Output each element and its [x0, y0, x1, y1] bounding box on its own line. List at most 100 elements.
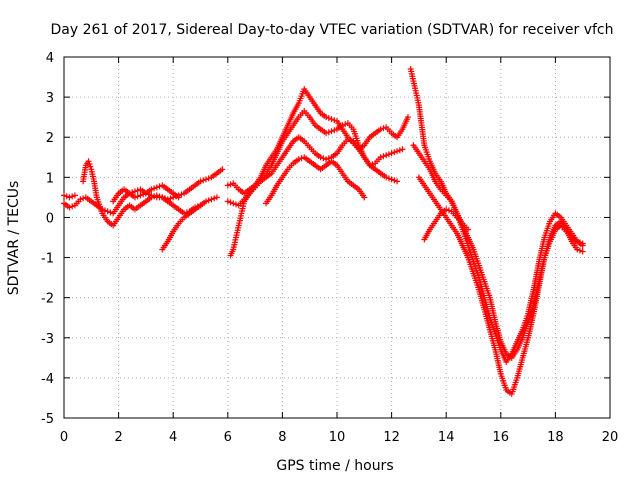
- data-point-marker: [399, 146, 406, 153]
- data-point-marker: [77, 196, 84, 203]
- y-axis-label: SDTVAR / TECUs: [6, 181, 22, 296]
- data-point-marker: [167, 195, 174, 202]
- data-point-marker: [445, 207, 452, 214]
- data-point-marker: [328, 128, 335, 135]
- data-point-marker: [224, 198, 231, 205]
- data-point-marker: [404, 114, 411, 121]
- data-point-marker: [224, 182, 231, 189]
- y-tick-label: 4: [46, 51, 54, 66]
- data-point-marker: [151, 193, 158, 200]
- x-axis-label: GPS time / hours: [276, 458, 393, 474]
- series-track-5: [110, 182, 182, 205]
- y-tick-label: -4: [41, 372, 54, 387]
- data-point-marker: [202, 198, 209, 205]
- data-point-marker: [137, 192, 144, 199]
- data-point-marker: [394, 178, 401, 185]
- y-tick-label: 0: [46, 211, 54, 226]
- x-tick-label: 20: [602, 430, 619, 445]
- data-point-marker: [342, 121, 349, 128]
- x-tick-label: 2: [114, 430, 122, 445]
- data-point-marker: [86, 160, 93, 167]
- data-point-marker: [227, 199, 234, 206]
- y-tick-label: 1: [46, 171, 54, 186]
- data-point-marker: [394, 148, 401, 155]
- data-point-marker: [325, 115, 332, 122]
- data-point-marker: [66, 194, 73, 201]
- data-point-marker: [66, 204, 73, 211]
- data-point-marker: [61, 192, 67, 199]
- data-point-marker: [175, 194, 182, 201]
- series-track-11: [410, 142, 586, 365]
- data-point-marker: [87, 163, 94, 170]
- data-point-marker: [232, 201, 239, 208]
- data-point-marker: [213, 194, 220, 201]
- data-point-marker: [443, 206, 450, 213]
- x-tick-label: 18: [547, 430, 564, 445]
- y-tick-label: 2: [46, 131, 54, 146]
- data-point-marker: [71, 192, 78, 199]
- x-tick-label: 14: [438, 430, 455, 445]
- data-point-marker: [317, 154, 324, 161]
- data-point-marker: [219, 166, 226, 173]
- data-point-marker: [339, 122, 346, 129]
- data-point-marker: [104, 208, 111, 215]
- y-tick-label: -3: [41, 332, 54, 347]
- data-point-marker: [295, 156, 302, 163]
- series-track-3: [80, 158, 204, 229]
- data-point-marker: [380, 153, 387, 160]
- data-point-marker: [377, 126, 384, 133]
- data-point-marker: [197, 178, 204, 185]
- x-tick-label: 4: [169, 430, 177, 445]
- data-point-marker: [328, 116, 335, 123]
- data-point-marker: [153, 192, 160, 199]
- x-tick-label: 6: [224, 430, 232, 445]
- gridlines: [64, 57, 610, 418]
- data-point-marker: [200, 177, 207, 184]
- x-tick-label: 16: [493, 430, 510, 445]
- data-point-marker: [385, 175, 392, 182]
- series-track-13: [421, 206, 472, 243]
- series-track-8: [224, 134, 406, 209]
- data-point-marker: [331, 127, 338, 134]
- y-tick-label: 3: [46, 91, 54, 106]
- data-point-marker: [377, 154, 384, 161]
- data-point-marker: [85, 158, 92, 165]
- data-point-marker: [576, 247, 583, 254]
- data-point-marker: [369, 161, 376, 168]
- data-point-marker: [211, 195, 218, 202]
- data-point-marker: [579, 248, 586, 255]
- data-point-marker: [230, 200, 237, 207]
- data-point-marker: [323, 130, 330, 137]
- series-track-12: [415, 174, 586, 397]
- data-point-marker: [396, 147, 403, 154]
- data-point-marker: [344, 136, 351, 143]
- data-point-marker: [107, 209, 114, 216]
- x-tick-label: 12: [383, 430, 400, 445]
- data-point-marker: [385, 151, 392, 158]
- data-point-marker: [325, 155, 332, 162]
- data-point-marker: [380, 125, 387, 132]
- data-point-marker: [366, 162, 373, 169]
- data-point-marker: [205, 175, 212, 182]
- data-point-marker: [151, 185, 158, 192]
- data-point-marker: [101, 207, 108, 214]
- data-point-marker: [383, 174, 390, 181]
- chart-title: Day 261 of 2017, Sidereal Day-to-day VTE…: [50, 22, 613, 38]
- data-point-marker: [227, 181, 234, 188]
- data-point-marker: [205, 197, 212, 204]
- data-point-marker: [148, 194, 155, 201]
- x-tick-label: 8: [278, 430, 286, 445]
- data-point-marker: [148, 186, 155, 193]
- data-point-marker: [63, 193, 70, 200]
- data-point-marker: [320, 155, 327, 162]
- series-track-6: [227, 86, 411, 259]
- data-point-marker: [131, 188, 138, 195]
- data-point-marker: [331, 117, 338, 124]
- data-point-marker: [361, 194, 368, 201]
- data-point-marker: [325, 129, 332, 136]
- data-point-marker: [347, 137, 354, 144]
- data-marks: [61, 66, 586, 397]
- data-point-marker: [69, 203, 76, 210]
- data-point-marker: [465, 226, 472, 233]
- data-point-marker: [388, 176, 395, 183]
